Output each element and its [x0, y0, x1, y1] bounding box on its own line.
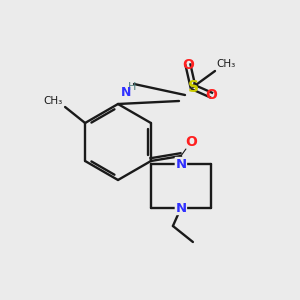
Text: CH₃: CH₃	[216, 59, 235, 69]
Text: N: N	[121, 85, 131, 98]
Text: N: N	[175, 202, 187, 214]
Text: O: O	[205, 88, 217, 102]
Text: O: O	[185, 135, 197, 149]
Text: CH₃: CH₃	[44, 96, 63, 106]
Text: N: N	[175, 158, 187, 170]
Text: H: H	[128, 82, 136, 92]
Text: S: S	[188, 80, 199, 94]
Text: O: O	[182, 58, 194, 72]
